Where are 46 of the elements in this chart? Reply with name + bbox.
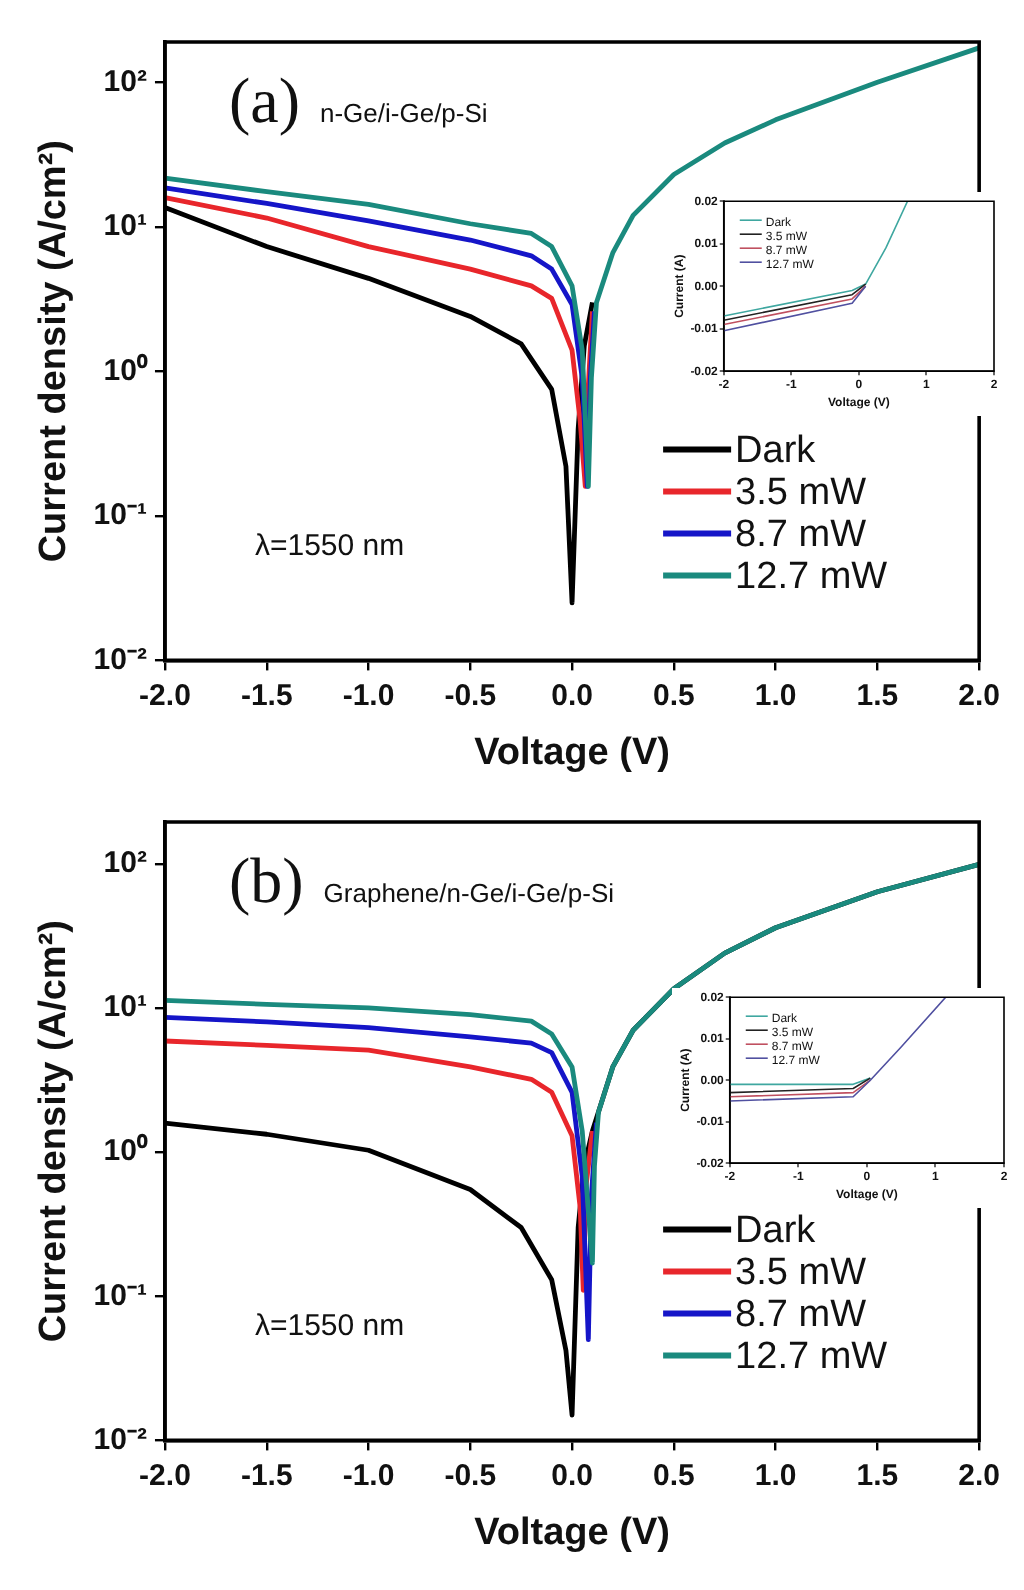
y-tick-label: 10⁻² (93, 1422, 147, 1457)
x-tick-label: -1.5 (240, 678, 293, 713)
x-tick-label: 0.5 (652, 678, 695, 713)
x-tick-label: -0.5 (444, 678, 497, 713)
x-tick-label: -1.0 (342, 678, 395, 713)
x-tick-label: 1.5 (856, 678, 899, 713)
y-tick-label: 10⁻¹ (93, 498, 147, 533)
y-tick-label: 10⁻¹ (93, 1278, 147, 1313)
legend-label: 8.7 mW (735, 1293, 867, 1336)
annotation: Graphene/n-Ge/i-Ge/p-Si (323, 878, 615, 908)
legend-label: 3.5 mW (735, 1251, 867, 1294)
x-tick-label: 2.0 (958, 1458, 1001, 1493)
x-tick-label: -0.5 (444, 1458, 497, 1493)
y-axis-title: Current density (A/cm²) (33, 140, 76, 563)
x-tick-label: -1.0 (342, 1458, 395, 1493)
legend-label: 12.7 mW (735, 555, 888, 598)
legend-label: Dark (735, 1209, 817, 1252)
x-tick-label: 1.0 (754, 1458, 797, 1493)
legend-label: 3.5 mW (735, 471, 867, 514)
x-tick-label: 0.5 (652, 1458, 695, 1493)
x-axis-title: Voltage (V) (474, 731, 670, 774)
y-tick-label: 10² (103, 846, 147, 881)
x-tick-label: -1.5 (240, 1458, 293, 1493)
annotation: λ=1550 nm (254, 529, 405, 564)
y-axis-title: Current density (A/cm²) (33, 920, 76, 1343)
x-tick-label: 0.0 (551, 1458, 593, 1493)
annotation: (b) (228, 844, 304, 916)
legend-label: Dark (735, 429, 817, 472)
legend-label: 8.7 mW (735, 513, 867, 556)
x-axis-title: Voltage (V) (474, 1511, 670, 1554)
y-tick-label: 10¹ (103, 990, 147, 1025)
annotation: (a) (228, 64, 300, 136)
y-tick-label: 10⁰ (103, 1132, 149, 1169)
y-tick-label: 10² (103, 64, 147, 99)
annotation: λ=1550 nm (254, 1309, 405, 1344)
x-tick-label: 1.0 (754, 678, 797, 713)
y-tick-label: 10⁰ (103, 351, 149, 388)
legend-label: 12.7 mW (735, 1335, 888, 1378)
x-tick-label: -2.0 (139, 1458, 191, 1493)
x-tick-label: 2.0 (958, 678, 1001, 713)
x-tick-label: -2.0 (139, 678, 191, 713)
x-tick-label: 1.5 (856, 1458, 899, 1493)
y-tick-label: 10⁻² (93, 642, 147, 677)
x-tick-label: 0.0 (551, 678, 593, 713)
annotation: n-Ge/i-Ge/p-Si (319, 98, 488, 128)
y-tick-label: 10¹ (103, 209, 147, 244)
